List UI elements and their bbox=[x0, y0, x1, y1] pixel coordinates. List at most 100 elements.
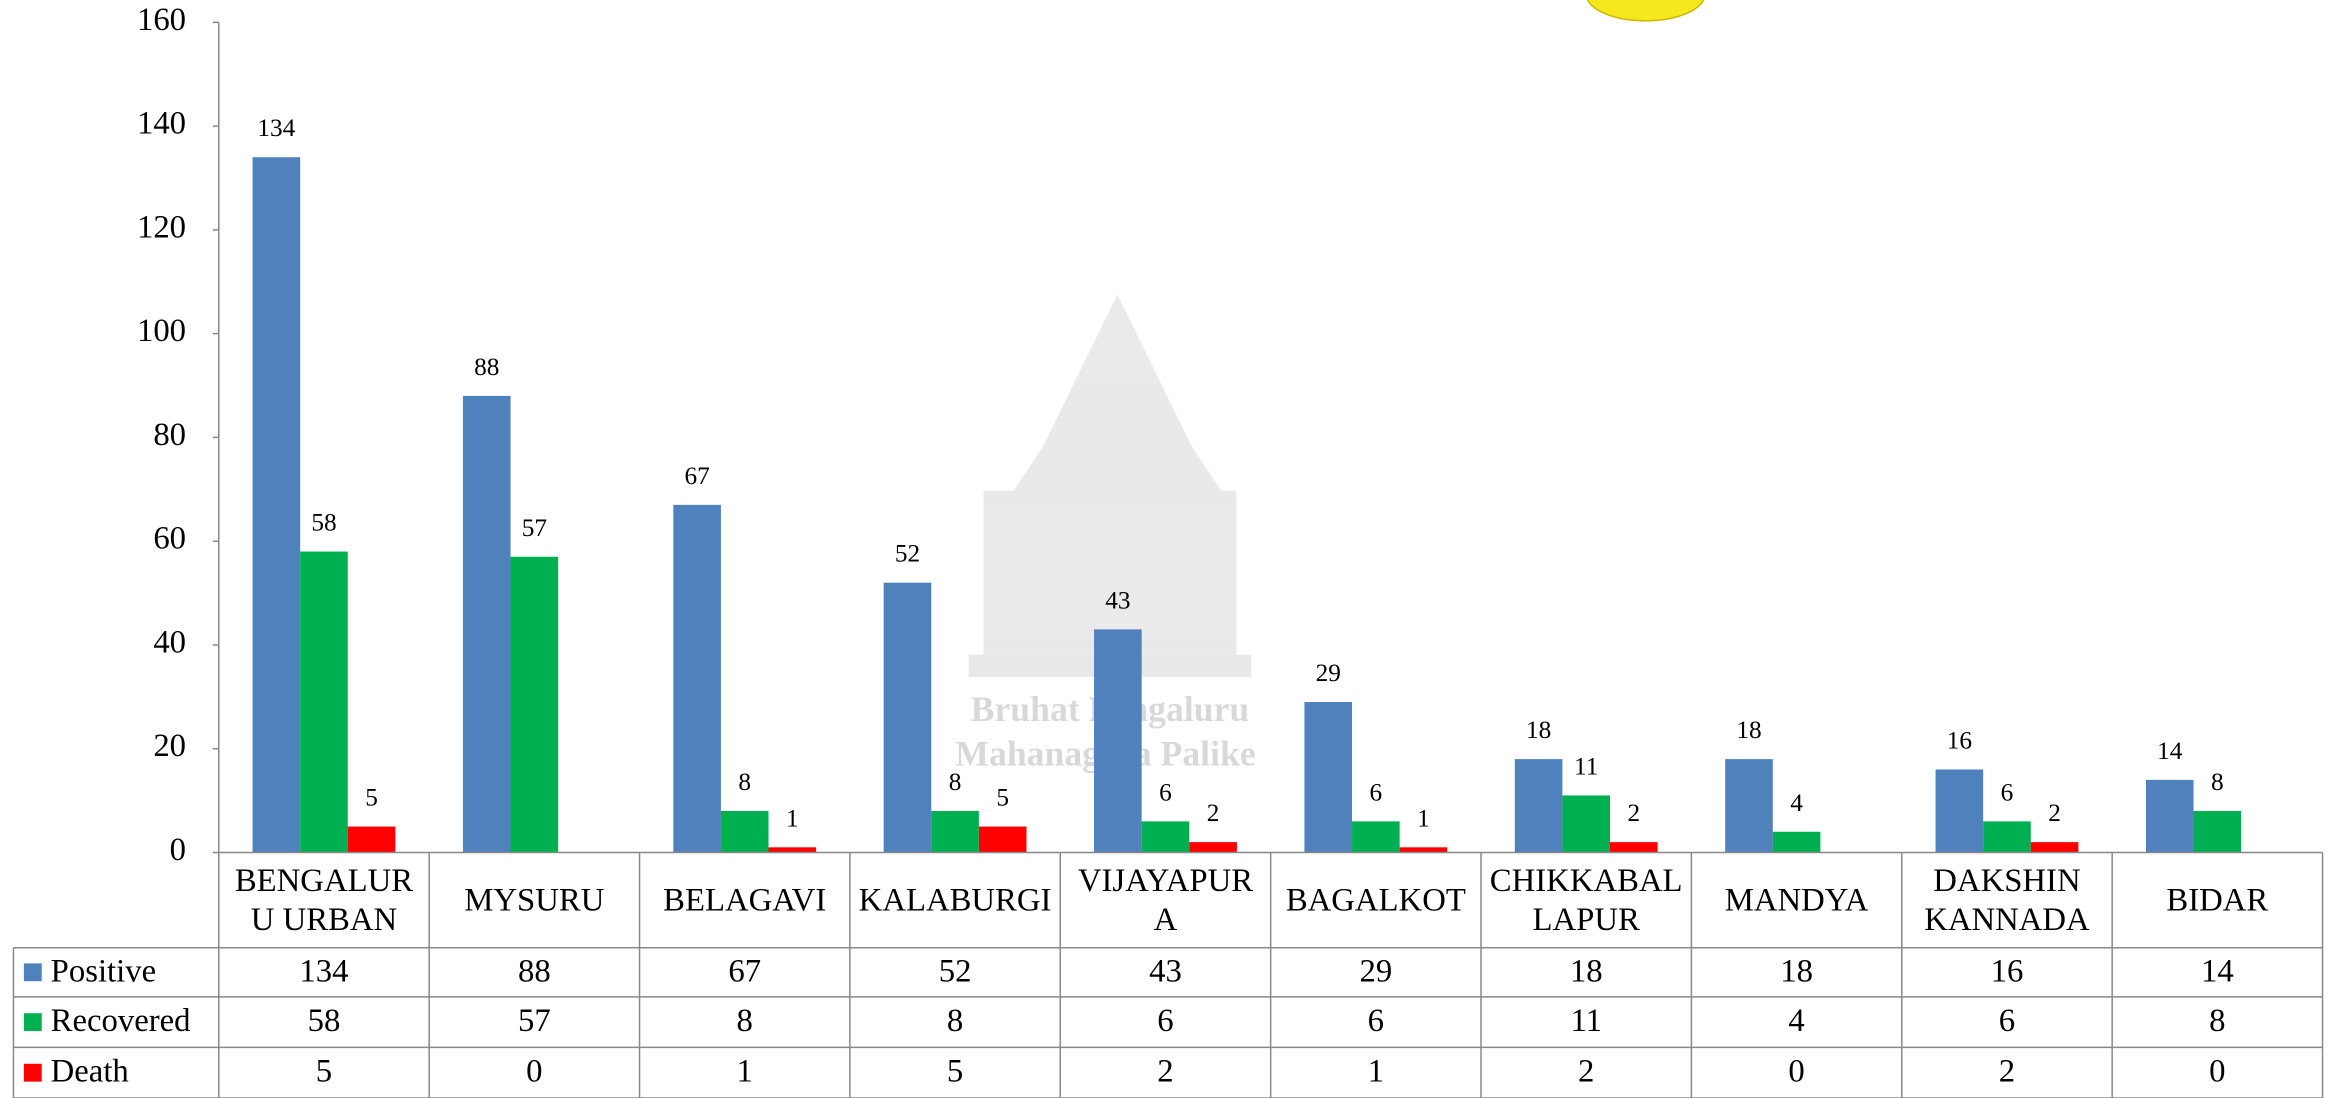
y-tick-label: 120 bbox=[137, 209, 186, 245]
bar bbox=[673, 504, 721, 853]
table-value: 5 bbox=[947, 1054, 963, 1090]
bar bbox=[1562, 795, 1611, 853]
table-value: 16 bbox=[1991, 953, 2024, 989]
data-label: 11 bbox=[1574, 752, 1598, 780]
bar bbox=[1304, 702, 1353, 853]
table-value: 58 bbox=[308, 1003, 341, 1039]
table-value: 8 bbox=[737, 1003, 753, 1039]
category-cell: BIDAR bbox=[2166, 880, 2269, 918]
x-tick-label: CHIKKABALLAPUR bbox=[1489, 860, 1683, 938]
data-label: 2 bbox=[1207, 799, 1220, 827]
data-label: 43 bbox=[1105, 586, 1130, 614]
data-label: 8 bbox=[2211, 768, 2224, 796]
logo bbox=[1586, 0, 1705, 22]
legend-swatch bbox=[23, 1013, 42, 1032]
data-label: 18 bbox=[1736, 716, 1761, 744]
x-tick-label: DAKSHIN KANNADA bbox=[1924, 860, 2090, 938]
table-value: 0 bbox=[526, 1054, 542, 1090]
table-value: 29 bbox=[1359, 953, 1392, 989]
bar bbox=[252, 157, 301, 853]
data-label: 2 bbox=[1628, 799, 1641, 827]
table-value: 8 bbox=[2209, 1003, 2225, 1039]
category-cell: BAGALKOT bbox=[1285, 880, 1466, 918]
data-label: 1 bbox=[786, 804, 799, 832]
data-label: 6 bbox=[1370, 778, 1383, 806]
y-tick-label: 40 bbox=[153, 624, 186, 660]
x-tick-label: BIDAR bbox=[2166, 880, 2269, 918]
table-value: 18 bbox=[1570, 953, 1603, 989]
table-value: 1 bbox=[1368, 1054, 1384, 1090]
data-label: 2 bbox=[2048, 799, 2061, 827]
legend-label: Death bbox=[51, 1054, 129, 1090]
data-label: 18 bbox=[1526, 716, 1551, 744]
bar bbox=[1141, 821, 1190, 853]
bar bbox=[1772, 831, 1821, 853]
bar bbox=[510, 556, 559, 853]
bar bbox=[720, 811, 769, 853]
legend-label: Recovered bbox=[51, 1003, 191, 1039]
category-cell: VIJAYAPURA bbox=[1078, 861, 1253, 937]
legend-label: Positive bbox=[51, 953, 156, 989]
bar bbox=[1352, 821, 1400, 853]
data-label: 1 bbox=[1417, 804, 1430, 832]
data-label: 5 bbox=[365, 784, 378, 812]
legend-swatch bbox=[23, 1063, 42, 1082]
bar bbox=[1514, 759, 1563, 853]
bar bbox=[2193, 811, 2242, 853]
table-value: 4 bbox=[1788, 1003, 1804, 1039]
data-label: 8 bbox=[738, 768, 751, 796]
y-tick-label: 100 bbox=[137, 313, 186, 349]
bar bbox=[300, 551, 348, 853]
data-label: 4 bbox=[1790, 789, 1803, 817]
data-label: 6 bbox=[2001, 778, 2014, 806]
table-value: 1 bbox=[737, 1054, 753, 1090]
x-tick-label: BENGALURU URBAN bbox=[234, 860, 414, 938]
x-tick-label: MANDYA bbox=[1724, 880, 1869, 918]
category-cell: CHIKKABALLAPUR bbox=[1489, 860, 1683, 938]
bar bbox=[2030, 842, 2079, 853]
table-value: 18 bbox=[1780, 953, 1813, 989]
category-cell: BENGALURU URBAN bbox=[234, 860, 414, 938]
x-tick-label: BELAGAVI bbox=[663, 880, 827, 918]
table-value: 2 bbox=[1999, 1054, 2015, 1090]
data-label: 8 bbox=[949, 768, 962, 796]
data-label: 29 bbox=[1316, 659, 1341, 687]
y-tick-label: 20 bbox=[153, 728, 186, 764]
category-cell: KALABURGI bbox=[858, 880, 1052, 918]
bar bbox=[1094, 629, 1142, 853]
bar bbox=[1399, 847, 1448, 853]
data-label: 57 bbox=[522, 514, 547, 542]
bar bbox=[462, 395, 511, 853]
table-value: 2 bbox=[1157, 1054, 1173, 1090]
table-value: 6 bbox=[1368, 1003, 1384, 1039]
category-cell: MYSURU bbox=[464, 880, 605, 918]
table-value: 43 bbox=[1149, 953, 1182, 989]
table-value: 88 bbox=[518, 953, 551, 989]
data-label: 14 bbox=[2157, 737, 2183, 765]
bar bbox=[1983, 821, 2031, 853]
x-tick-label: MYSURU bbox=[464, 880, 605, 918]
table-value: 0 bbox=[1788, 1054, 1804, 1090]
table-value: 6 bbox=[1999, 1003, 2015, 1039]
bar bbox=[931, 811, 979, 853]
category-cell: MANDYA bbox=[1724, 880, 1869, 918]
table-value: 67 bbox=[728, 953, 761, 989]
x-tick-label: BAGALKOT bbox=[1285, 880, 1466, 918]
data-label: 16 bbox=[1947, 727, 1972, 755]
bar bbox=[347, 826, 396, 853]
y-tick-label: 60 bbox=[153, 521, 186, 557]
table-value: 0 bbox=[2209, 1054, 2225, 1090]
category-cell: DAKSHIN KANNADA bbox=[1924, 860, 2090, 938]
data-label: 58 bbox=[311, 509, 336, 537]
watermark-temple bbox=[968, 294, 1252, 677]
y-tick-label: 160 bbox=[137, 2, 186, 38]
bar bbox=[1725, 759, 1773, 853]
bar bbox=[883, 582, 932, 853]
y-tick-label: 80 bbox=[153, 417, 186, 453]
y-tick-label: 0 bbox=[170, 832, 186, 868]
table-value: 2 bbox=[1578, 1054, 1594, 1090]
x-tick-label: KALABURGI bbox=[858, 880, 1052, 918]
bar bbox=[768, 847, 817, 853]
